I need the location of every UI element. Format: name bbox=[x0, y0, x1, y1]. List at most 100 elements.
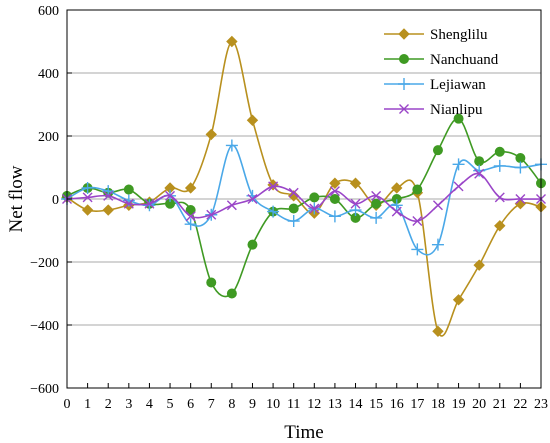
x-tick-label: 0 bbox=[64, 397, 71, 412]
data-point-lejiawan bbox=[349, 204, 362, 217]
data-point-nanchuand bbox=[185, 205, 196, 216]
data-point-lejiawan bbox=[493, 159, 506, 172]
series-line-lejiawan bbox=[66, 144, 542, 256]
x-tick-label: 5 bbox=[167, 397, 174, 412]
data-point-shenglilu bbox=[102, 204, 114, 216]
data-point-shenglilu bbox=[349, 177, 362, 189]
x-tick-label: 22 bbox=[513, 397, 527, 412]
legend-swatch-marker bbox=[399, 104, 409, 114]
data-point-nianlipu bbox=[226, 200, 237, 211]
data-point-lejiawan bbox=[390, 199, 403, 212]
x-tick-label: 9 bbox=[249, 397, 256, 412]
x-axis-label: Time bbox=[284, 422, 323, 443]
data-point-shenglilu bbox=[226, 35, 238, 48]
x-tick-label: 17 bbox=[410, 397, 424, 412]
x-tick-label: 1 bbox=[84, 397, 91, 412]
y-axis-label: Net flow bbox=[6, 165, 27, 232]
data-point-shenglilu bbox=[205, 128, 217, 141]
data-point-nianlipu bbox=[474, 168, 485, 179]
data-point-nanchuand bbox=[329, 194, 340, 204]
data-point-nianlipu bbox=[432, 200, 443, 211]
data-point-shenglilu bbox=[494, 220, 506, 232]
data-point-nanchuand bbox=[371, 198, 382, 209]
y-tick-label: 400 bbox=[38, 67, 59, 82]
data-point-nanchuand bbox=[288, 203, 299, 214]
x-tick-label: 19 bbox=[452, 397, 466, 412]
legend-item-nianlipu: Nianlipu bbox=[384, 102, 483, 118]
x-tick-label: 20 bbox=[472, 397, 486, 412]
data-point-shenglilu bbox=[81, 204, 94, 216]
data-point-shenglilu bbox=[514, 198, 527, 210]
data-point-nianlipu bbox=[391, 206, 402, 217]
legend-swatch-marker bbox=[399, 54, 409, 64]
x-tick-label: 10 bbox=[266, 397, 280, 412]
y-tick-label: 200 bbox=[38, 130, 59, 145]
data-point-lejiawan bbox=[143, 199, 156, 212]
x-tick-label: 15 bbox=[369, 397, 383, 412]
x-tick-label: 11 bbox=[287, 397, 300, 412]
data-point-lejiawan bbox=[184, 218, 197, 231]
x-tick-label: 13 bbox=[328, 397, 342, 412]
data-point-lejiawan bbox=[225, 139, 238, 152]
y-tick-label: 0 bbox=[52, 193, 59, 208]
legend-swatch-marker bbox=[398, 78, 410, 90]
data-point-nanchuand bbox=[309, 192, 320, 203]
legend: Shenglilu Nanchuand Lejiawan Nianlipu bbox=[384, 27, 499, 118]
data-point-nanchuand bbox=[453, 113, 464, 124]
x-tick-labels: 0 1 2 3 4 5 6 7 8 9 10 11 12 13 14 15 16 17 18 19 20 21 22 23 bbox=[64, 383, 548, 412]
data-point-nanchuand bbox=[494, 146, 505, 157]
data-point-nianlipu bbox=[144, 198, 155, 209]
data-point-nanchuand bbox=[226, 288, 237, 299]
data-point-nanchuand bbox=[247, 239, 258, 250]
y-tick-label: −400 bbox=[30, 319, 59, 334]
legend-label: Shenglilu bbox=[430, 27, 488, 43]
data-point-nianlipu bbox=[350, 198, 361, 209]
data-point-lejiawan bbox=[411, 243, 424, 256]
data-point-lejiawan bbox=[473, 164, 486, 177]
data-point-lejiawan bbox=[431, 238, 444, 251]
data-point-nanchuand bbox=[474, 156, 485, 167]
data-point-nianlipu bbox=[494, 192, 505, 203]
y-tick-label: −200 bbox=[30, 256, 59, 271]
legend-item-nanchuand: Nanchuand bbox=[384, 52, 499, 68]
x-tick-label: 7 bbox=[208, 397, 215, 412]
data-point-nianlipu bbox=[412, 216, 423, 227]
grid-lines bbox=[67, 72, 541, 326]
legend-label: Nianlipu bbox=[430, 102, 483, 118]
y-tick-labels: −600 −400 −200 0 200 400 600 bbox=[30, 4, 72, 397]
data-point-nianlipu bbox=[288, 187, 299, 198]
data-point-lejiawan bbox=[370, 211, 383, 224]
y-tick-label: −600 bbox=[30, 382, 59, 397]
series-nianlipu bbox=[62, 168, 546, 227]
data-point-nianlipu bbox=[453, 181, 464, 192]
data-point-lejiawan bbox=[287, 215, 300, 228]
data-point-nanchuand bbox=[515, 153, 526, 164]
y-tick-label: 600 bbox=[38, 4, 59, 19]
data-point-nanchuand bbox=[412, 184, 423, 195]
data-point-nianlipu bbox=[206, 209, 217, 220]
data-point-shenglilu bbox=[391, 182, 403, 194]
x-tick-label: 3 bbox=[125, 397, 132, 412]
legend-swatch-marker bbox=[398, 28, 410, 40]
data-point-nianlipu bbox=[329, 186, 340, 197]
data-point-nianlipu bbox=[82, 192, 93, 203]
data-point-nianlipu bbox=[371, 190, 382, 201]
data-point-shenglilu bbox=[452, 294, 465, 306]
data-point-nianlipu bbox=[103, 190, 114, 201]
data-point-lejiawan bbox=[514, 161, 527, 174]
x-tick-label: 14 bbox=[349, 397, 363, 412]
data-point-shenglilu bbox=[432, 325, 444, 338]
data-point-nianlipu bbox=[165, 190, 176, 201]
data-point-lejiawan bbox=[81, 181, 94, 194]
x-tick-label: 21 bbox=[493, 397, 507, 412]
x-tick-label: 8 bbox=[228, 397, 235, 412]
series-layer bbox=[61, 35, 547, 338]
data-point-shenglilu bbox=[184, 182, 197, 194]
legend-label: Nanchuand bbox=[430, 52, 499, 68]
data-point-shenglilu bbox=[246, 114, 259, 126]
x-tick-label: 4 bbox=[146, 397, 153, 412]
x-tick-label: 23 bbox=[534, 397, 548, 412]
legend-item-lejiawan: Lejiawan bbox=[384, 77, 486, 93]
data-point-lejiawan bbox=[452, 158, 465, 171]
